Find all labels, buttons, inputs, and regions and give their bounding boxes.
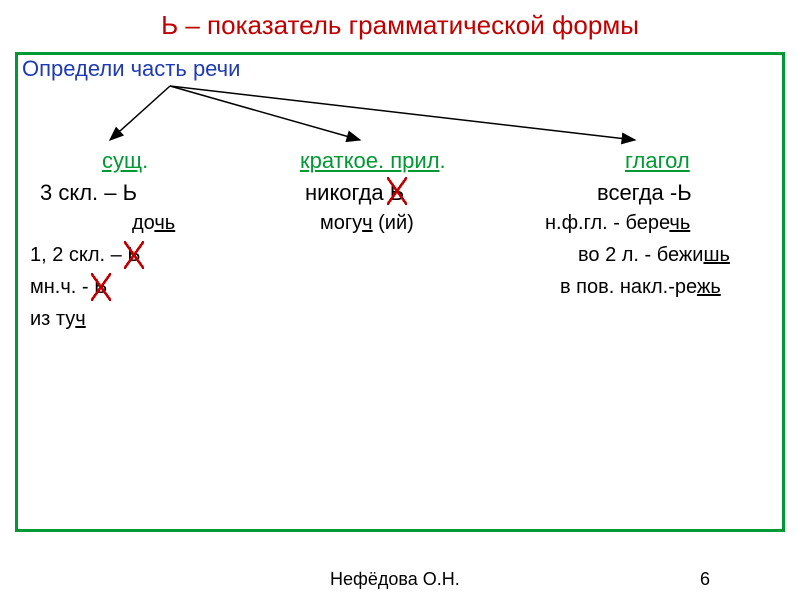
footer-author: Нефёдова О.Н. <box>330 569 460 590</box>
example-line: из туч <box>30 308 86 331</box>
footer-page: 6 <box>700 569 710 590</box>
slide-title: Ь – показатель грамматической формы <box>0 0 800 41</box>
col-sush-rule: 3 скл. – Ь <box>40 180 137 206</box>
example-line: во 2 л. - бежишь <box>578 244 730 267</box>
col-glagol-header: глагол <box>625 148 690 174</box>
col-pril-header: краткое. прил. <box>300 148 446 174</box>
example-line: н.ф.гл. - беречь <box>545 212 690 235</box>
example-line: дочь <box>132 212 175 235</box>
example-line: в пов. накл.-режь <box>560 276 721 299</box>
subtitle: Определи часть речи <box>22 56 240 82</box>
example-line: 1, 2 скл. – Ь <box>30 244 140 267</box>
col-sush-header: сущ. <box>102 148 148 174</box>
col-glagol-rule: всегда -Ь <box>597 180 692 206</box>
slide: Ь – показатель грамматической формы Опре… <box>0 0 800 600</box>
example-line: могуч (ий) <box>320 212 414 235</box>
col-pril-rule: никогда Ь <box>305 180 404 206</box>
example-line: мн.ч. - Ь <box>30 276 107 299</box>
